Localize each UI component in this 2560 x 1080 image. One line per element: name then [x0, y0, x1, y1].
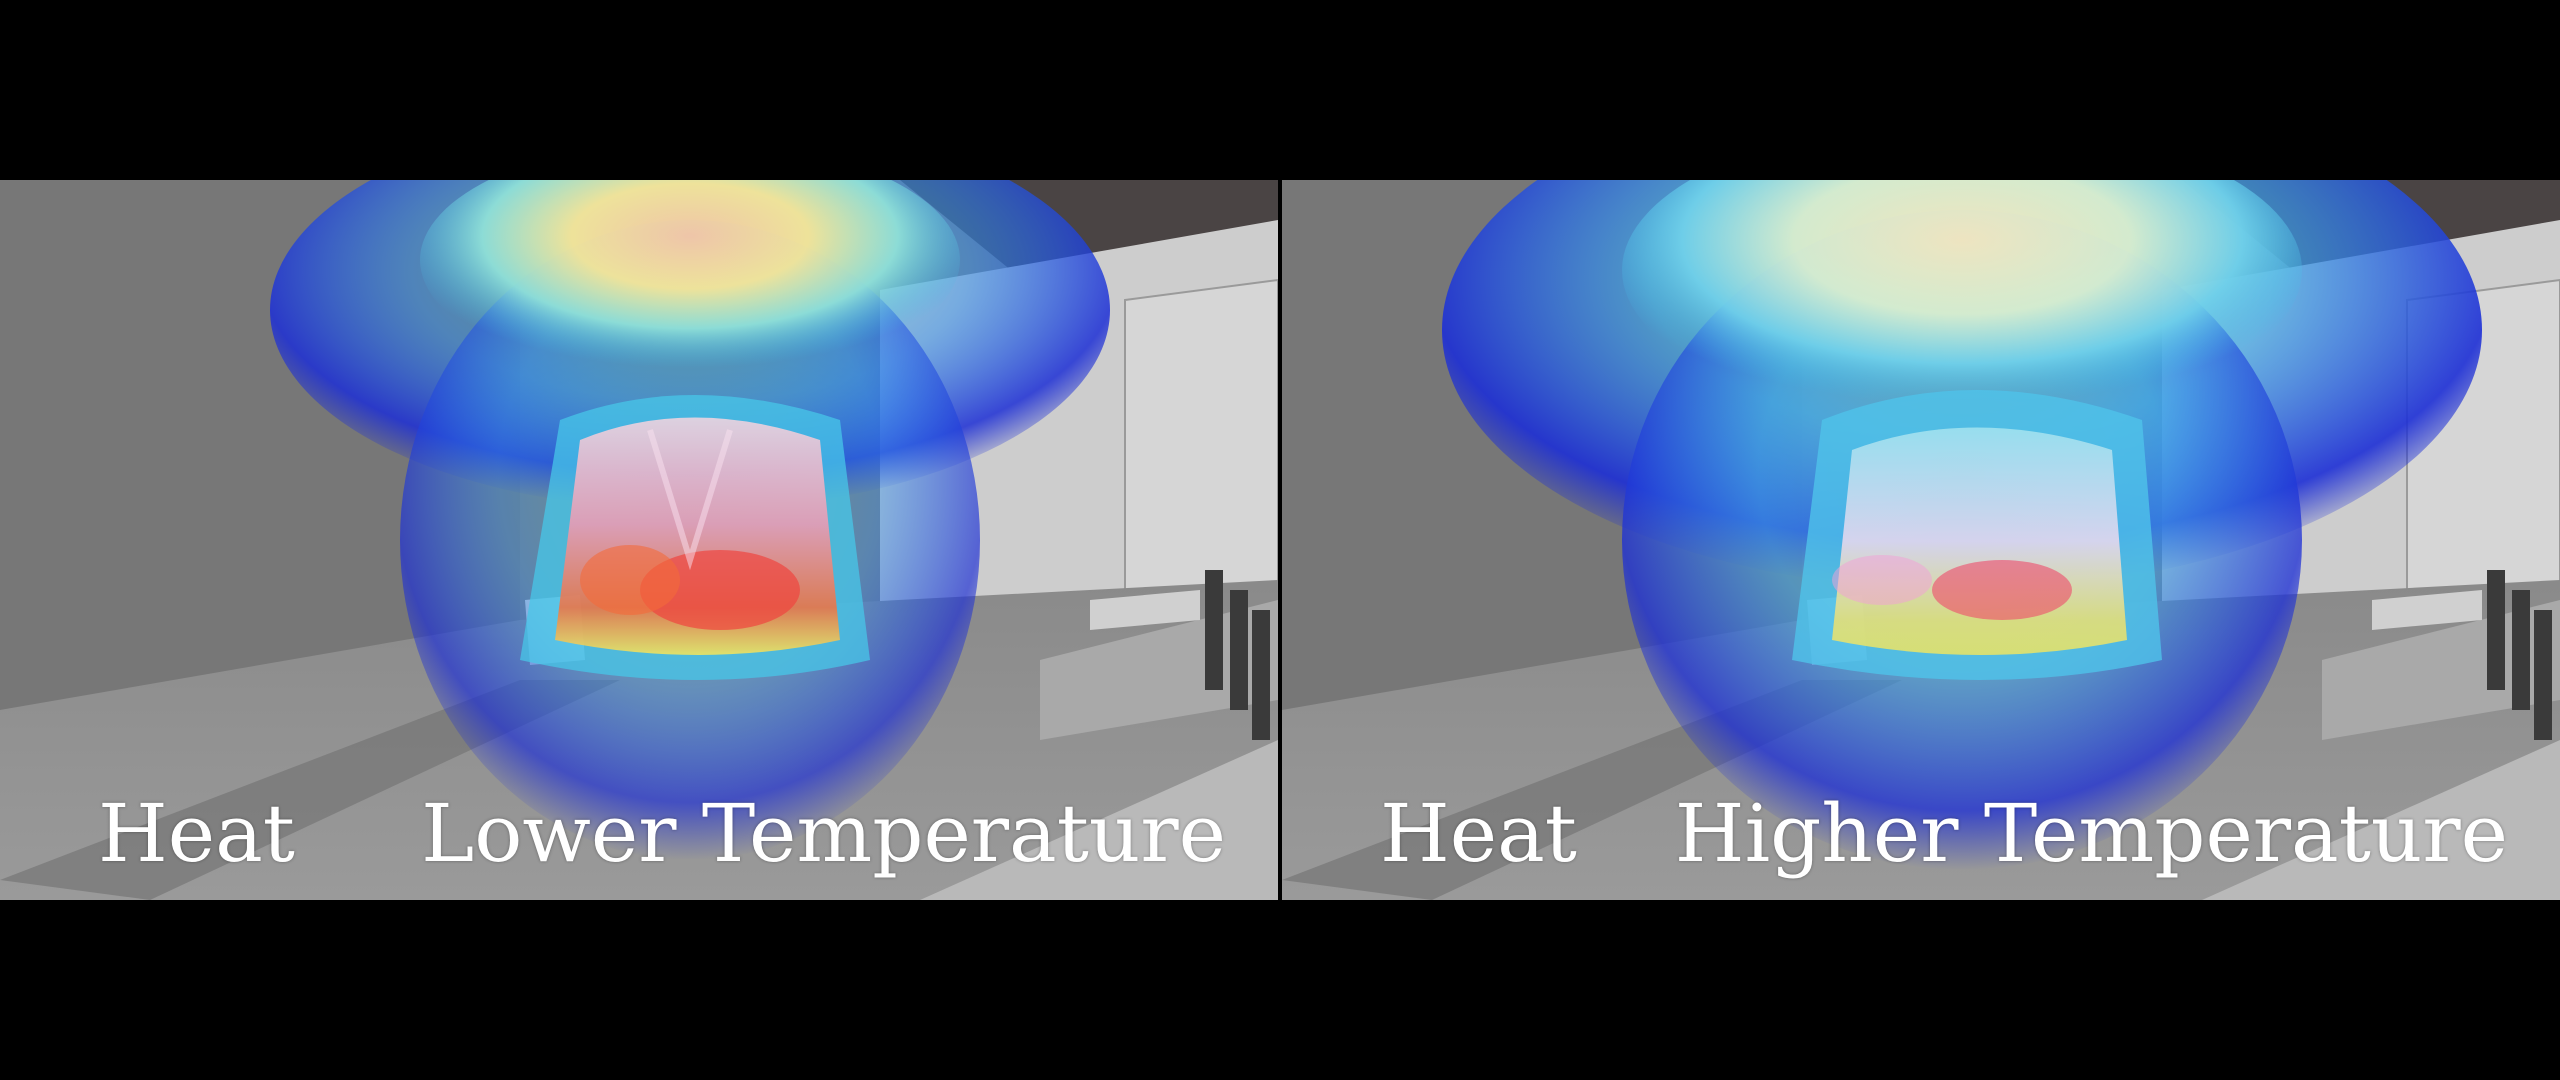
left-panel-lower-temperature: Heat Lower Temperature — [0, 180, 1278, 900]
room-scene-right — [1282, 180, 2560, 900]
room-scene-left — [0, 180, 1278, 900]
heat-label: Heat — [98, 787, 295, 880]
lower-temperature-label: Lower Temperature — [421, 787, 1226, 880]
higher-temperature-label: Higher Temperature — [1674, 787, 2508, 880]
heat-label: Heat — [1380, 787, 1577, 880]
right-panel-higher-temperature: Heat Higher Temperature — [1282, 180, 2560, 900]
